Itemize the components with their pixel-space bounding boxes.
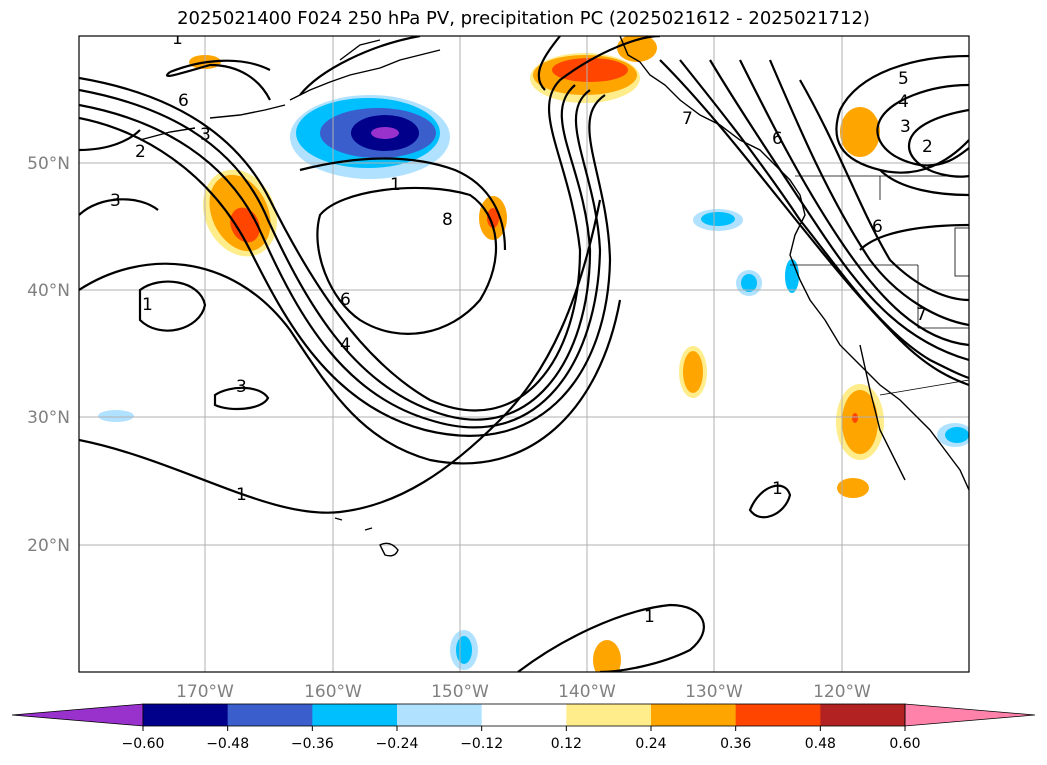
colorbar-tick-label: 0.60 — [889, 736, 920, 752]
contour-label: 4 — [898, 92, 909, 112]
contour-label: 6 — [340, 290, 351, 310]
contour-label: 3 — [200, 125, 211, 145]
contour-label: 2 — [135, 142, 146, 162]
latitude-axis: 50°N 40°N 30°N 20°N — [27, 154, 70, 556]
colorbar-extend-min — [11, 703, 144, 727]
colorbar-tick-label: −0.48 — [206, 736, 249, 752]
lon-label: 150°W — [431, 682, 489, 702]
colorbar-segment — [143, 704, 229, 726]
colorbar-segment — [227, 704, 313, 726]
colorbar-tick-label: 0.36 — [720, 736, 751, 752]
pv-contours — [79, 36, 969, 672]
lat-label: 30°N — [27, 408, 70, 428]
colorbar-ticks: −0.60 −0.48 −0.36 −0.24 −0.12 0.12 0.24 0.36 0.4… — [122, 726, 921, 752]
colorbar-segment — [735, 704, 821, 726]
colorbar-tick-label: −0.12 — [460, 736, 503, 752]
colorbar-segment — [312, 704, 398, 726]
contour-label: 1 — [172, 29, 183, 49]
colorbar-segment — [651, 704, 737, 726]
contour-label: 3 — [110, 191, 121, 211]
lat-label: 50°N — [27, 154, 70, 174]
contour-label: 1 — [644, 607, 655, 627]
colorbar — [11, 703, 1036, 727]
contour-label: 5 — [898, 69, 909, 89]
contour-label: 1 — [772, 479, 783, 499]
lat-label: 40°N — [27, 281, 70, 301]
contour-label: 1 — [390, 175, 401, 195]
contour-label: 7 — [916, 305, 927, 325]
contour-label: 3 — [236, 377, 247, 397]
contour-label: 8 — [442, 210, 453, 230]
colorbar-tick-label: −0.60 — [122, 736, 165, 752]
contour-label: 4 — [340, 335, 351, 355]
colorbar-outline — [142, 703, 906, 727]
colorbar-tick-label: −0.24 — [376, 736, 419, 752]
colorbar-segment — [566, 704, 652, 726]
colorbar-tick-label: 0.12 — [551, 736, 582, 752]
contour-labels: 6 3 2 3 1 6 4 3 1 8 1 5 4 3 2 6 7 6 7 1 … — [110, 29, 933, 627]
colorbar-segment — [397, 704, 483, 726]
colorbar-extend-max — [904, 703, 1036, 727]
contour-label: 1 — [236, 485, 247, 505]
contour-label: 1 — [142, 295, 153, 315]
lat-label: 20°N — [27, 536, 70, 556]
lon-label: 130°W — [685, 682, 743, 702]
colorbar-segment — [820, 704, 906, 726]
contour-label: 2 — [922, 137, 933, 157]
lon-label: 160°W — [304, 682, 362, 702]
colorbar-tick-label: 0.24 — [635, 736, 666, 752]
colorbar-tick-label: −0.36 — [291, 736, 334, 752]
political-borders — [790, 175, 969, 396]
lon-label: 140°W — [558, 682, 616, 702]
lon-label: 120°W — [813, 682, 871, 702]
contour-label: 3 — [900, 117, 911, 137]
map-title: 2025021400 F024 250 hPa PV, precipitatio… — [177, 8, 870, 29]
contour-label: 6 — [872, 217, 883, 237]
colorbar-segment — [481, 704, 567, 726]
plot-frame — [78, 35, 970, 673]
contour-label: 6 — [772, 129, 783, 149]
precip-anomaly-fills — [98, 36, 969, 672]
lon-label: 170°W — [176, 682, 234, 702]
contour-label: 7 — [682, 109, 693, 129]
colorbar-tick-label: 0.48 — [805, 736, 836, 752]
contour-label: 6 — [178, 91, 189, 111]
longitude-axis: 170°W 160°W 150°W 140°W 130°W 120°W — [176, 682, 871, 702]
